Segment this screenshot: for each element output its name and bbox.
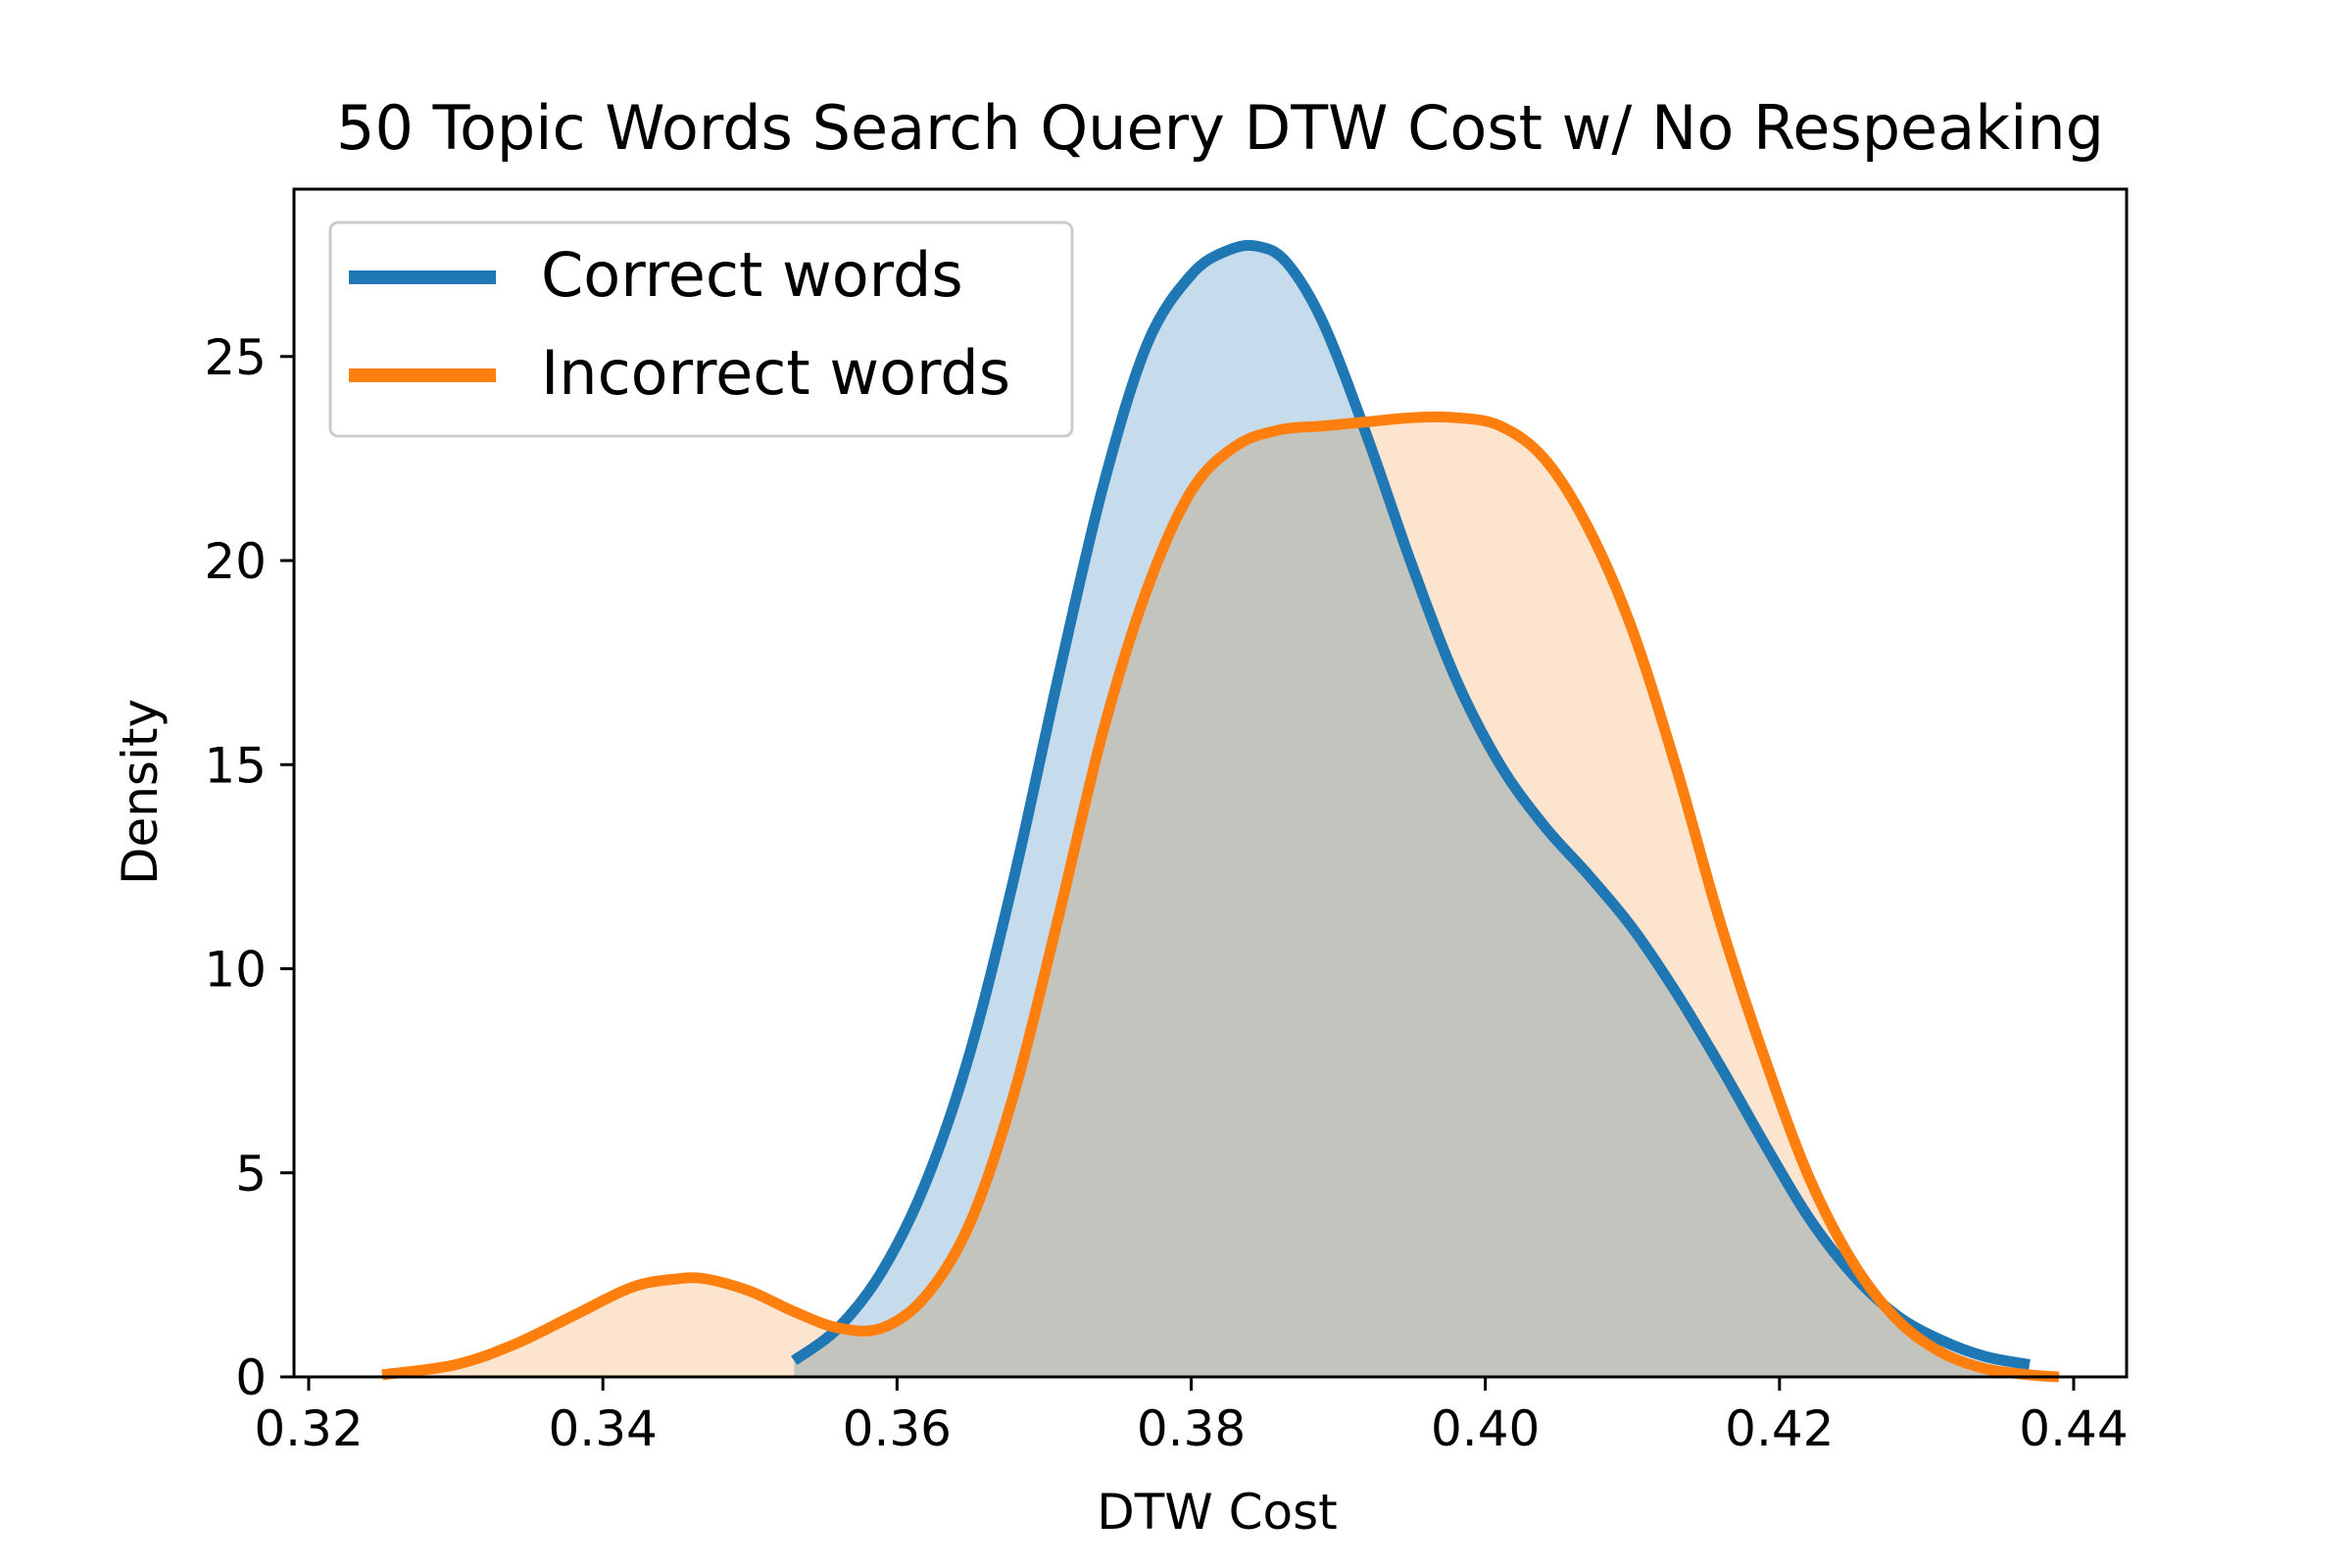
x-axis-ticks: 0.32 0.34 0.36 0.38 0.40 0.42 0.44 [254,1377,2129,1457]
series-lines [381,239,2060,1383]
plot-frame [292,187,2129,1379]
x-tick-label: 0.44 [2019,1400,2128,1457]
series-line-incorrect-words [381,411,2060,1383]
y-tick-label: 20 [204,533,267,590]
legend: Correct words Incorrect words [328,220,1074,438]
legend-box [328,220,1074,438]
y-tick-label: 10 [204,942,267,999]
x-tick-label: 0.40 [1431,1400,1540,1457]
x-tick-label: 0.42 [1725,1400,1834,1457]
x-tick-label: 0.32 [254,1400,363,1457]
x-tick-label: 0.36 [843,1400,952,1457]
y-tick-label: 15 [204,737,267,794]
x-axis-label: DTW Cost [1097,1484,1338,1541]
x-tick-label: 0.38 [1137,1400,1246,1457]
legend-label-correct-words: Correct words [541,239,963,311]
x-tick-label: 0.34 [549,1400,658,1457]
chart-title: 50 Topic Words Search Query DTW Cost w/ … [336,92,2104,164]
area-fill-incorrect-words [382,416,2059,1377]
y-tick-label: 5 [235,1146,267,1202]
series-line-correct-words [791,239,2031,1370]
legend-label-incorrect-words: Incorrect words [541,337,1010,409]
y-axis-label: Density [112,699,169,885]
y-tick-label: 0 [235,1349,267,1406]
y-tick-label: 25 [204,329,267,386]
y-axis-ticks: 0 5 10 15 20 25 [204,329,294,1406]
